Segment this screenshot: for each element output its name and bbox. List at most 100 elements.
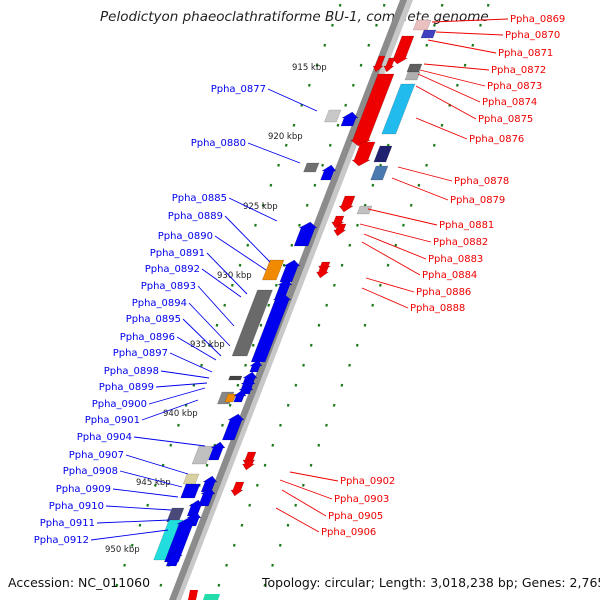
track-dot — [278, 543, 282, 547]
reverse-gene-label: Ppha_0886 — [416, 287, 471, 298]
forward-gene — [324, 109, 342, 123]
track-dot — [284, 143, 288, 147]
track-dot — [228, 403, 232, 407]
track-dot — [230, 283, 234, 287]
reverse-gene-label: Ppha_0906 — [321, 527, 376, 538]
track-dot — [115, 583, 119, 587]
track-dot — [325, 303, 329, 307]
forward-leader — [247, 142, 301, 164]
track-dot — [378, 283, 382, 287]
reverse-leader — [279, 479, 333, 500]
track-dot — [123, 563, 126, 567]
track-dot — [251, 343, 255, 347]
forward-gene — [279, 259, 301, 283]
reverse-leader — [415, 85, 477, 120]
track-dot — [271, 443, 275, 447]
forward-leader — [169, 352, 213, 373]
track-dot — [301, 483, 305, 487]
reverse-gene-label: Ppha_0881 — [439, 220, 494, 231]
track-dot — [323, 43, 327, 47]
track-dot — [298, 223, 301, 227]
tick-label: 945 kbp — [136, 478, 171, 488]
forward-gene — [303, 162, 320, 173]
forward-gene-label: Ppha_0901 — [85, 415, 140, 426]
track-dot — [217, 583, 221, 587]
reverse-gene-label: Ppha_0888 — [410, 303, 465, 314]
track-dot — [375, 23, 378, 27]
forward-leader — [214, 235, 267, 271]
reverse-gene — [351, 141, 376, 167]
forward-gene-label: Ppha_0895 — [126, 314, 181, 325]
forward-gene — [182, 473, 200, 485]
track-dot — [205, 463, 209, 467]
forward-gene — [340, 111, 359, 127]
track-dot — [282, 263, 286, 267]
forward-gene-label: Ppha_0909 — [56, 484, 111, 495]
track-dot — [286, 523, 290, 527]
track-dot — [307, 83, 311, 87]
forward-gene-label: Ppha_0899 — [99, 382, 154, 393]
reverse-gene-label: Ppha_0873 — [487, 81, 542, 92]
track-dot — [336, 123, 340, 127]
track-dot — [432, 143, 436, 147]
tick-label: 940 kbp — [163, 409, 198, 419]
forward-leader — [188, 302, 231, 347]
reverse-gene — [412, 19, 432, 31]
reverse-leader — [367, 208, 438, 226]
track-dot — [232, 543, 236, 547]
tick-label: 920 kbp — [268, 132, 303, 142]
tick-label: 935 kbp — [190, 340, 225, 350]
track-dot — [386, 263, 390, 267]
track-dot — [290, 243, 294, 247]
forward-strand-genes — [153, 109, 359, 600]
forward-gene-label: Ppha_0910 — [49, 501, 104, 512]
reverse-leader — [363, 233, 427, 260]
reverse-gene — [373, 145, 393, 163]
reverse-gene-label: Ppha_0872 — [491, 65, 546, 76]
reverse-gene-label: Ppha_0874 — [482, 97, 537, 108]
track-dot — [238, 263, 242, 267]
reverse-leader — [365, 277, 415, 293]
reverse-gene — [383, 57, 396, 73]
track-dot — [332, 283, 336, 287]
reverse-gene-label: Ppha_0903 — [334, 494, 389, 505]
track-dot — [130, 543, 134, 547]
forward-gene — [203, 594, 220, 600]
track-dot — [177, 423, 180, 427]
forward-leader — [206, 252, 248, 295]
reverse-gene-label: Ppha_0883 — [428, 254, 483, 265]
track-dot — [471, 43, 475, 47]
forward-leader — [148, 387, 206, 405]
forward-leader — [96, 519, 171, 524]
track-dot — [402, 223, 405, 227]
track-dot — [479, 23, 482, 27]
forward-gene — [228, 375, 243, 381]
accession-text: Accession: NC_011060 — [8, 575, 151, 590]
track-dot — [279, 423, 282, 427]
reverse-leader — [415, 117, 468, 140]
track-dot — [267, 303, 271, 307]
reverse-leader — [361, 241, 421, 276]
reverse-gene — [406, 63, 423, 73]
forward-leader — [90, 529, 169, 541]
track-dot — [463, 63, 467, 67]
track-dot — [315, 63, 319, 67]
forward-gene-label: Ppha_0891 — [150, 248, 205, 259]
forward-gene-label: Ppha_0897 — [113, 348, 168, 359]
track-dot — [215, 323, 219, 327]
reverse-gene-label: Ppha_0878 — [454, 176, 509, 187]
reverse-gene-label: Ppha_0882 — [433, 237, 488, 248]
reverse-gene-label: Ppha_0870 — [505, 30, 560, 41]
track-dot — [440, 123, 444, 127]
forward-leader — [267, 88, 318, 112]
forward-gene-label: Ppha_0885 — [172, 193, 227, 204]
topology-text: Topology: circular; Length: 3,018,238 bp… — [262, 575, 600, 590]
track-dot — [394, 243, 398, 247]
label-leaders — [90, 18, 509, 541]
track-dot — [225, 563, 228, 567]
track-dot — [328, 143, 332, 147]
track-dot — [371, 303, 375, 307]
track-dot — [255, 483, 259, 487]
forward-leader — [197, 285, 235, 327]
